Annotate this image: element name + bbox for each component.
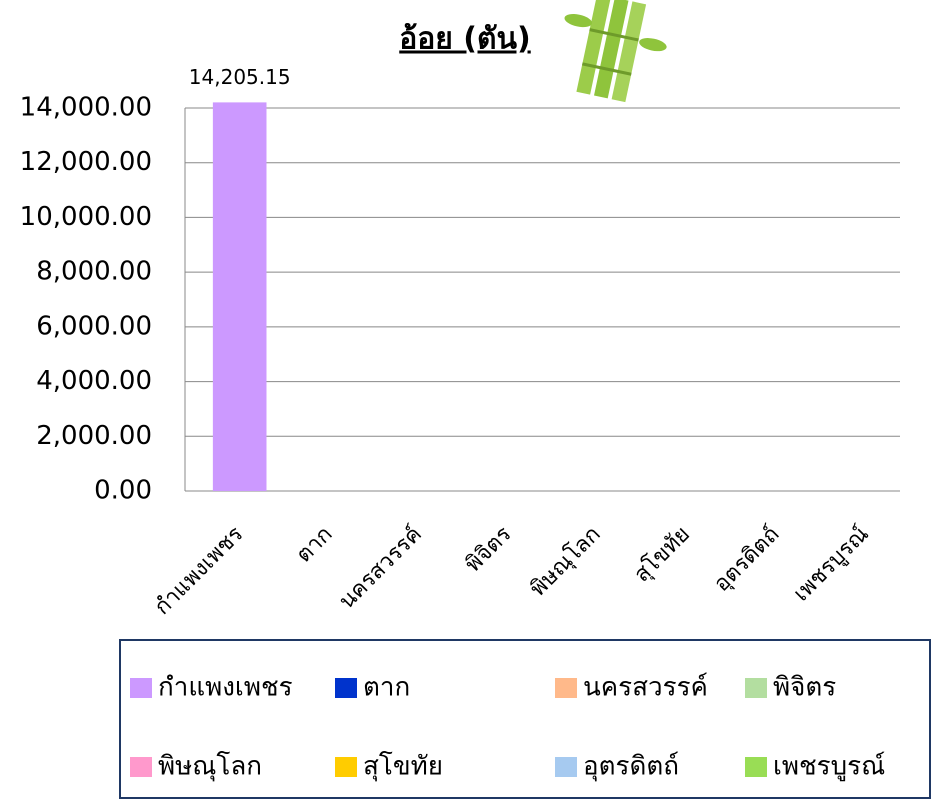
- y-tick-label: 2,000.00: [36, 421, 152, 451]
- legend-swatch: [555, 757, 577, 777]
- y-tick-label: 0.00: [94, 476, 152, 506]
- bamboo-icon: [550, 0, 674, 108]
- chart-title: อ้อย (ตัน): [399, 22, 530, 57]
- legend-swatch: [745, 678, 767, 698]
- y-tick-label: 14,000.00: [20, 93, 152, 123]
- legend-swatch: [745, 757, 767, 777]
- legend-swatch: [130, 757, 152, 777]
- y-tick-label: 10,000.00: [20, 202, 152, 232]
- legend-label: สุโขทัย: [363, 751, 443, 782]
- legend-label: นครสวรรค์: [583, 673, 708, 703]
- chart: อ้อย (ตัน) 0.00 2,000.00 4,000.00 6,000.00 8…: [0, 0, 940, 800]
- legend-swatch: [335, 757, 357, 777]
- legend-swatch: [335, 678, 357, 698]
- legend-label: พิษณุโลก: [158, 751, 262, 782]
- legend-label: กำแพงเพชร: [158, 673, 293, 703]
- bar: [213, 102, 267, 491]
- legend-label: พิจิตร: [773, 673, 836, 703]
- legend-swatch: [130, 678, 152, 698]
- y-tick-label: 6,000.00: [36, 311, 152, 341]
- legend-label: อุตรดิตถ์: [583, 752, 679, 782]
- y-tick-label: 8,000.00: [36, 257, 152, 287]
- x-tick-label: นครสวรรค์: [335, 522, 427, 614]
- x-tick-label: ตาก: [292, 522, 338, 568]
- x-tick-label: สุโขทัย: [629, 521, 695, 587]
- y-tick-label: 4,000.00: [36, 366, 152, 396]
- x-tick-label: พิษณุโลก: [525, 521, 606, 602]
- legend-swatch: [555, 678, 577, 698]
- legend-label: ตาก: [363, 673, 410, 703]
- x-tick-label: อุตรดิตถ์: [709, 522, 784, 597]
- value-label: 14,205.15: [189, 65, 291, 89]
- y-tick-label: 12,000.00: [20, 147, 152, 177]
- legend-label: เพชรบูรณ์: [773, 752, 885, 782]
- x-tick-label: เพชรบูรณ์: [789, 522, 874, 607]
- x-tick-label: พิจิตร: [461, 522, 517, 578]
- x-tick-label: กำแพงเพชร: [150, 522, 248, 620]
